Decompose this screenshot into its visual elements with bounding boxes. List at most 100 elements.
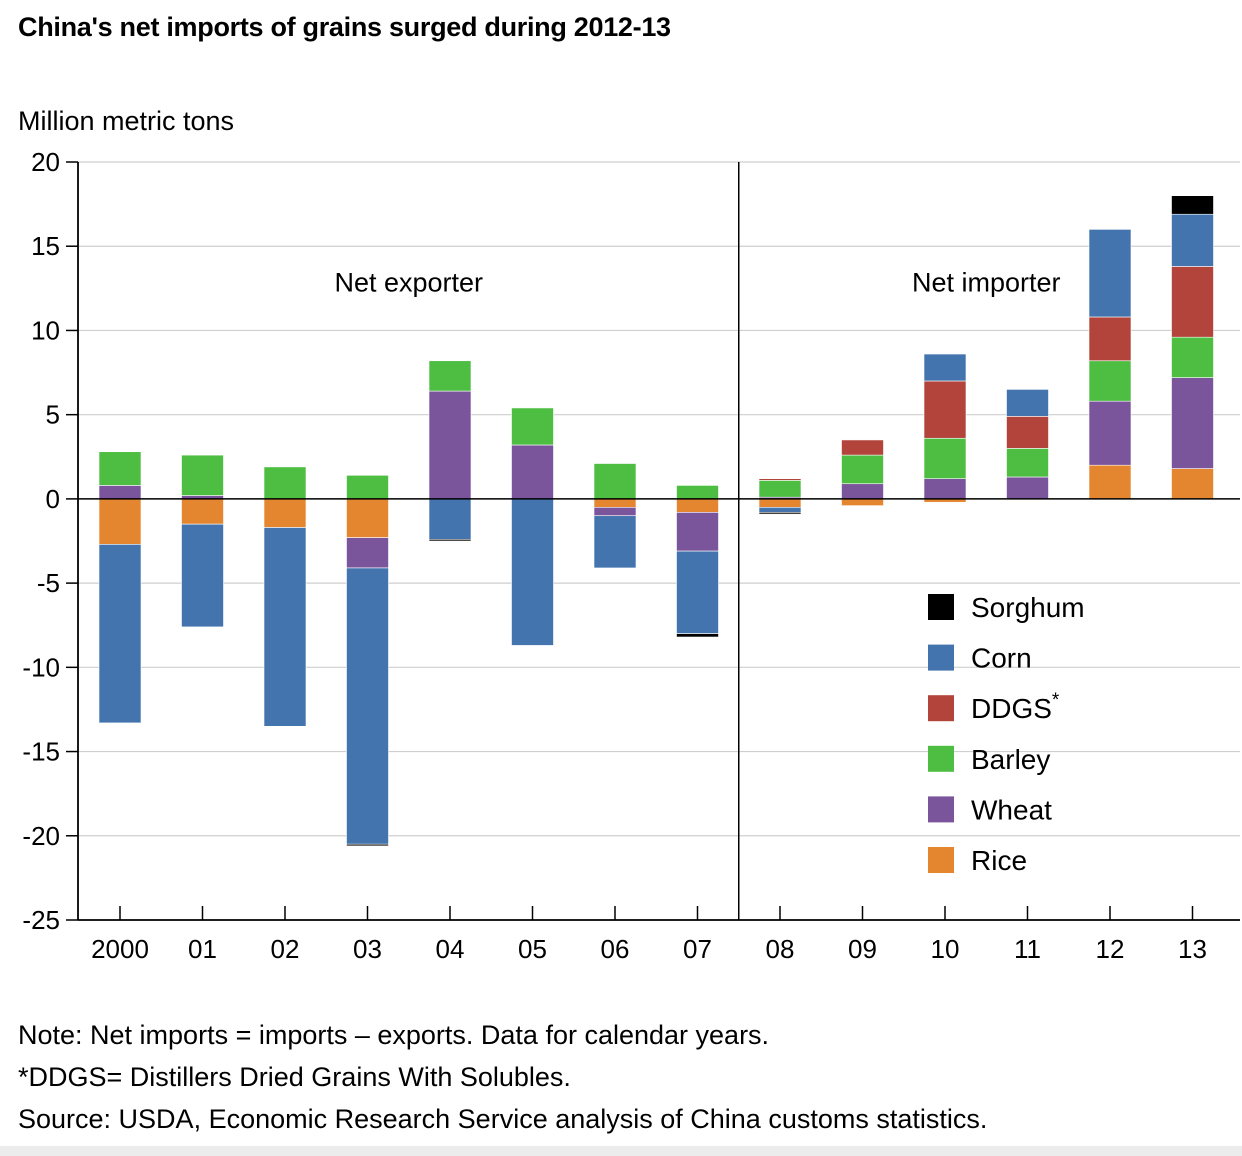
x-tick-label: 02 [271,934,300,964]
bar-segment-sorghum [758,512,802,515]
y-tick-label: 20 [31,147,60,177]
bar-segment-barley [758,480,802,498]
legend-label-rice: Rice [971,845,1027,876]
bar-segment-sorghum [428,539,472,542]
bar-segment-barley [841,454,884,485]
bar-segment-barley [1088,360,1132,402]
y-tick-label: 5 [46,400,60,430]
bar-segment-ddgs [1171,266,1214,338]
net-importer-label: Net importer [912,268,1061,298]
y-tick-label: 15 [31,231,60,261]
x-tick-label: 04 [436,934,465,964]
source-text: Source: USDA, Economic Research Service … [18,1104,988,1134]
bar-segment-barley [511,407,554,446]
bar-segment-wheat [1006,476,1049,500]
legend-swatch-corn [928,644,954,671]
bar-segment-barley [181,454,224,496]
bar-segment-rice [263,498,307,528]
bar-segment-wheat [98,485,142,500]
legend-label-sorghum: Sorghum [971,592,1085,623]
bar-segment-rice [1171,468,1214,500]
bar-segment-rice [181,498,224,525]
bar-segment-corn [263,527,307,727]
bar-segment-corn [98,544,142,724]
y-tick-label: -15 [22,737,60,767]
y-tick-label: 0 [46,484,60,514]
bar-segment-barley [676,485,719,500]
stacked-bar-chart: 20 15 10 5 0 -5 -10 -15 -20 -25 2000 01 02 03 04 05 06 07… [22,147,1240,964]
bar-segment-barley [1171,336,1214,378]
y-tick-label: -20 [22,821,60,851]
bar-segment-rice [841,498,884,506]
bar-segment-barley [263,466,307,500]
net-exporter-label: Net exporter [334,268,483,298]
x-tick-label: 07 [683,934,712,964]
bar-segment-rice [1088,464,1132,500]
bar-segment-wheat [593,507,637,517]
bar-segment-barley [593,463,637,500]
bar-segment-wheat [1171,377,1214,469]
bar-segment-corn [511,498,554,646]
bar-segment-sorghum [1171,195,1214,215]
bar-segment-ddgs [758,478,802,481]
bar-segment-wheat [923,478,967,500]
y-tick-label: -25 [22,905,60,935]
bar-segment-wheat [511,444,554,500]
x-tick-label: 01 [188,934,217,964]
bar-segment-ddgs [841,439,884,456]
legend-label-corn: Corn [971,643,1032,674]
legend-label-barley: Barley [971,744,1050,775]
bar-segment-corn [593,515,637,569]
bar-segment-corn [758,507,802,513]
legend-swatch-barley [928,745,954,772]
x-tick-label: 08 [766,934,795,964]
bar-segment-corn [1006,389,1049,417]
legend-swatch-wheat [928,796,954,823]
y-axis-label: Million metric tons [18,106,235,136]
bar-segment-corn [923,353,967,382]
bar-segment-barley [346,475,389,500]
bar-segment-barley [428,360,472,392]
x-tick-label: 03 [353,934,382,964]
bar-segment-wheat [346,537,389,569]
ddgs-footnote: *DDGS= Distillers Dried Grains With Solu… [18,1062,571,1092]
legend-superscript: * [1052,690,1060,711]
bar-segment-wheat [1088,400,1132,466]
bar-segment-ddgs [1006,416,1049,449]
y-tick-label: -10 [22,652,60,682]
bar-segment-rice [758,498,802,508]
bar-segment-corn [676,550,719,634]
x-tick-label: 12 [1096,934,1125,964]
note-text: Note: Net imports = imports – exports. D… [18,1020,770,1050]
x-tick-label: 10 [931,934,960,964]
x-tick-label: 2000 [91,934,149,964]
x-tick-label: 09 [848,934,877,964]
x-tick-label: 13 [1178,934,1207,964]
bar-segment-barley [98,451,142,486]
legend-label-wheat: Wheat [971,794,1052,825]
x-tick-label: 05 [518,934,547,964]
bar-segment-wheat [676,512,719,552]
bar-segment-rice [676,498,719,513]
bar-segment-barley [923,437,967,479]
bottom-strip [0,1146,1242,1156]
bar-segment-sorghum [346,843,389,847]
bar-segment-wheat [841,483,884,500]
chart-title: China's net imports of grains surged dur… [18,12,671,42]
bar-segment-corn [346,567,389,845]
y-tick-label: -5 [37,568,60,598]
x-tick-label: 06 [601,934,630,964]
bar-segment-ddgs [923,380,967,439]
bar-segment-corn [1171,213,1214,267]
bar-segment-ddgs [1088,316,1132,362]
x-tick-label: 11 [1014,934,1041,964]
bar-segment-wheat [428,390,472,500]
bar-segment-corn [428,498,472,540]
bar-segment-sorghum [676,633,719,638]
legend-swatch-sorghum [928,594,954,620]
bar-segment-rice [98,498,142,545]
bar-segment-barley [1006,448,1049,478]
bar-segment-corn [1088,229,1132,318]
bar-segment-rice [593,498,637,508]
bar-segment-corn [181,523,224,628]
